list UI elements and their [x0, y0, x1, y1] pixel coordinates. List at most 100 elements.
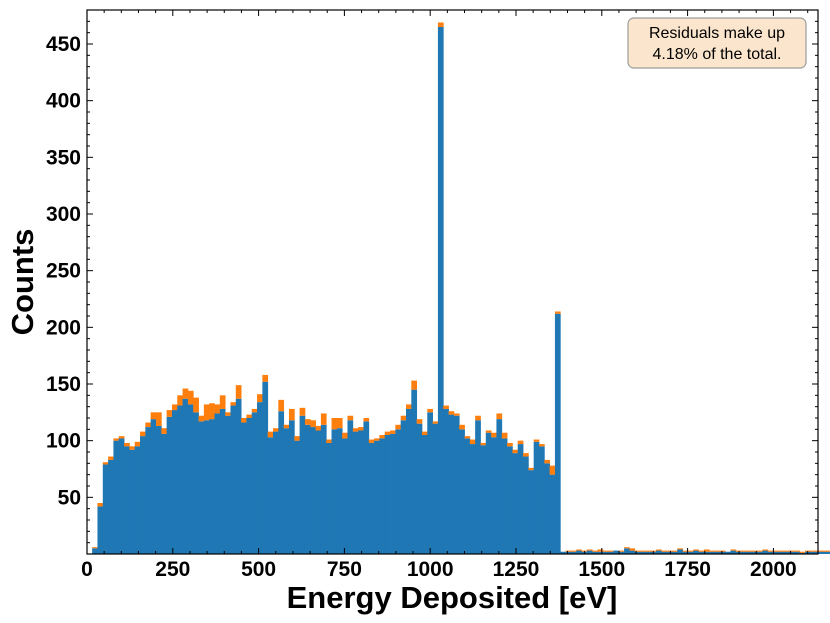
bar-base — [379, 438, 386, 554]
bar-residual — [358, 427, 364, 431]
bar-residual — [671, 550, 678, 552]
bar-base — [570, 551, 577, 554]
bar-residual — [783, 550, 790, 552]
bar-residual — [820, 550, 827, 552]
bar-residual — [512, 449, 519, 454]
x-axis-title: Energy Deposited [eV] — [287, 580, 618, 615]
bar-residual — [491, 432, 497, 438]
bar-base — [517, 444, 524, 554]
y-tick-label: 350 — [46, 146, 81, 169]
bar-residual — [432, 421, 439, 424]
bar-residual — [597, 549, 604, 552]
bar-base — [437, 27, 444, 554]
y-tick-label: 250 — [46, 260, 81, 283]
bar-residual — [416, 419, 423, 424]
bar-residual — [629, 548, 636, 551]
bar-base — [395, 429, 402, 554]
x-tick-label: 500 — [241, 558, 276, 581]
bar-residual — [129, 446, 136, 450]
y-tick-label: 100 — [46, 430, 81, 453]
bar-residual — [459, 424, 465, 430]
x-tick-label: 250 — [155, 558, 190, 581]
bar-residual — [171, 404, 178, 411]
bar-residual — [219, 395, 226, 409]
bar-residual — [666, 550, 673, 552]
bar-residual — [485, 430, 492, 433]
bar-base — [767, 551, 774, 554]
bar-residual — [618, 550, 625, 552]
x-tick-label: 1250 — [493, 558, 540, 581]
bar-residual — [92, 547, 98, 549]
bar-residual — [565, 550, 572, 552]
bar-base — [129, 449, 136, 554]
bar-base — [554, 313, 561, 554]
bar-base — [661, 551, 668, 554]
bar-base — [826, 551, 830, 554]
bar-residual — [331, 418, 338, 430]
bar-base — [624, 548, 630, 554]
bar-residual — [347, 415, 354, 421]
bar-residual — [177, 395, 183, 406]
bar-base — [485, 432, 492, 554]
y-tick-labels: 50 100 150 200 250 300 350 400 450 — [46, 33, 81, 509]
bar-residual — [687, 550, 694, 552]
bar-base — [512, 453, 519, 554]
bar-base — [92, 548, 98, 554]
bar-residual — [395, 424, 402, 430]
bar-residual — [773, 550, 779, 552]
bar-base — [304, 424, 311, 554]
bar-base — [693, 550, 699, 554]
bar-residual — [310, 420, 316, 428]
annotation-line-1: Residuals make up — [649, 25, 785, 42]
bar-residual — [97, 503, 104, 507]
bar-residual — [778, 550, 785, 552]
bar-base — [613, 550, 620, 554]
bar-residual — [363, 418, 370, 422]
bar-base — [161, 433, 168, 554]
bar-residual — [453, 413, 460, 416]
bar-residual — [235, 385, 242, 399]
bar-residual — [273, 428, 279, 432]
bar-residual — [751, 550, 758, 552]
bar-base — [507, 446, 513, 554]
bar-residual — [640, 550, 646, 552]
bar-residual — [475, 415, 481, 421]
y-tick-label: 300 — [46, 203, 81, 226]
bar-residual — [315, 425, 322, 431]
bar-residual — [826, 550, 830, 552]
bar-base — [124, 446, 130, 554]
bar-residual — [352, 428, 359, 432]
bar-residual — [209, 403, 215, 420]
y-tick-label: 50 — [58, 486, 81, 509]
bar-base — [347, 420, 354, 554]
bar-base — [203, 420, 210, 554]
bar-base — [560, 551, 566, 554]
bar-base — [443, 408, 449, 554]
bar-residual — [443, 405, 449, 409]
bar-base — [645, 551, 652, 554]
bar-residual — [405, 404, 412, 409]
bar-base — [336, 428, 343, 554]
bar-base — [320, 424, 327, 554]
bar-base — [251, 412, 258, 554]
bar-base — [544, 463, 551, 554]
bar-residual — [155, 412, 162, 426]
bar-base — [416, 423, 423, 554]
x-tick-label: 2000 — [750, 558, 797, 581]
bar-residual — [390, 430, 396, 434]
histogram-bars — [92, 22, 830, 554]
bar-base — [480, 445, 487, 554]
bar-base — [405, 408, 412, 554]
bar-base — [794, 551, 801, 554]
bar-residual — [507, 442, 513, 447]
bar-residual — [469, 439, 476, 445]
bar-base — [687, 551, 694, 554]
bar-residual — [304, 419, 311, 425]
bar-base — [421, 435, 428, 554]
bar-residual — [427, 408, 433, 413]
bar-base — [331, 429, 338, 554]
bar-residual — [496, 413, 503, 420]
bar-residual — [113, 438, 120, 441]
bar-base — [475, 420, 481, 554]
bar-residual — [586, 549, 593, 551]
